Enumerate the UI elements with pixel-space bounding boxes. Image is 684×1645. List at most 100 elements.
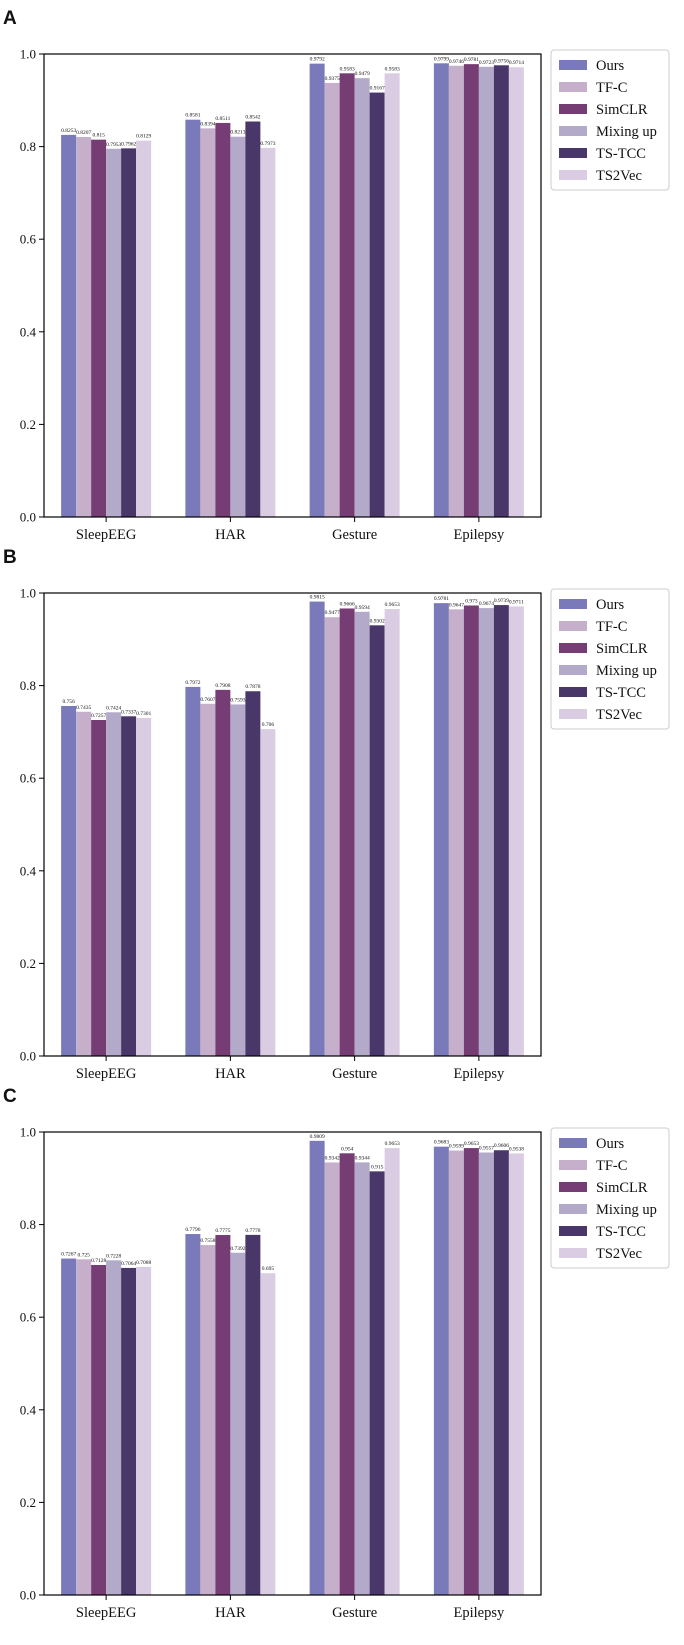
- legend: Ours TF-C SimCLR Mixing up TS-TCC TS2Vec: [550, 1127, 670, 1269]
- data-label: 0.9815: [310, 595, 325, 601]
- data-label: 0.815: [92, 133, 105, 139]
- y-tick-label: 0.8: [20, 139, 36, 154]
- data-label: 0.9479: [355, 71, 370, 77]
- legend-swatch: [559, 1182, 587, 1192]
- data-label: 0.9739: [494, 598, 509, 604]
- legend-entry: SimCLR: [596, 102, 648, 118]
- legend-entry: TS2Vec: [596, 1246, 642, 1262]
- data-label: 0.7775: [215, 1228, 230, 1234]
- bar-simclr-har: [215, 1235, 231, 1595]
- data-label: 0.8207: [76, 130, 91, 136]
- data-label: 0.9653: [385, 1141, 400, 1147]
- bar-tf-c-epilepsy: [448, 65, 464, 518]
- y-tick-label: 0.8: [20, 1217, 36, 1232]
- bar-mixing-up-epilepsy: [478, 1152, 494, 1595]
- legend-entry: Ours: [596, 1136, 625, 1152]
- legend-swatch: [559, 621, 587, 631]
- bar-tf-c-gesture: [324, 1162, 340, 1595]
- bar-ts2vec-gesture: [384, 1148, 400, 1595]
- bar-tf-c-har: [200, 1245, 216, 1595]
- data-label: 0.9756: [494, 58, 509, 64]
- bar-tf-c-har: [200, 703, 216, 1056]
- data-label: 0.8394: [200, 121, 215, 127]
- bar-simclr-har: [215, 689, 231, 1056]
- data-label: 0.9809: [310, 1134, 325, 1140]
- legend-entry: Mixing up: [596, 1202, 657, 1218]
- x-tick-label: Gesture: [332, 527, 377, 543]
- data-label: 0.706: [262, 722, 275, 728]
- data-label: 0.9599: [449, 1144, 464, 1150]
- y-tick-label: 0.8: [20, 678, 36, 693]
- bar-mixing-up-gesture: [354, 78, 370, 517]
- bar-ours-epilepsy: [433, 63, 449, 517]
- bar-ours-epilepsy: [433, 603, 449, 1056]
- plot-frame: [43, 592, 542, 1057]
- panel-label: B: [3, 547, 17, 568]
- data-label: 0.9375: [325, 76, 340, 82]
- data-label: 0.9344: [355, 1155, 370, 1161]
- bar-simclr-sleepeeg: [91, 139, 107, 517]
- bar-ours-gesture: [309, 1140, 325, 1595]
- legend-swatch: [559, 60, 587, 70]
- bar-simclr-har: [215, 122, 231, 517]
- y-tick-label: 0.0: [20, 1049, 36, 1064]
- bar-simclr-gesture: [339, 608, 355, 1056]
- x-tick-label: SleepEEG: [76, 1066, 137, 1082]
- legend-swatch: [559, 126, 587, 136]
- bar-ts2vec-har: [260, 1273, 276, 1595]
- bar-mixing-up-gesture: [354, 611, 370, 1056]
- bar-mixing-up-har: [230, 136, 246, 517]
- data-label: 0.7908: [215, 683, 230, 689]
- data-label: 0.7778: [245, 1228, 260, 1234]
- legend-swatch: [559, 1160, 587, 1170]
- data-label: 0.7064: [121, 1261, 136, 1267]
- bar-simclr-gesture: [339, 73, 355, 517]
- y-tick-label: 1.0: [20, 586, 36, 601]
- bar-simclr-sleepeeg: [91, 720, 107, 1056]
- legend-entry: Ours: [596, 58, 625, 74]
- bar-ts2vec-gesture: [384, 609, 400, 1056]
- data-label: 0.9781: [464, 57, 479, 63]
- data-label: 0.7953: [106, 142, 121, 148]
- bar-simclr-epilepsy: [463, 1148, 479, 1595]
- bar-simclr-epilepsy: [463, 64, 479, 517]
- data-label: 0.8129: [136, 134, 151, 140]
- legend-entry: TF-C: [596, 619, 627, 635]
- data-label: 0.7796: [185, 1227, 200, 1233]
- data-label: 0.7972: [185, 680, 200, 686]
- legend-swatch: [559, 643, 587, 653]
- bar-simclr-epilepsy: [463, 605, 479, 1056]
- bar-ts-tcc-epilepsy: [493, 65, 509, 517]
- x-tick-label: Gesture: [332, 1605, 377, 1621]
- x-tick-label: SleepEEG: [76, 527, 137, 543]
- bar-ours-epilepsy: [433, 1146, 449, 1595]
- y-tick-label: 1.0: [20, 47, 36, 62]
- legend-swatch: [559, 82, 587, 92]
- data-label: 0.7267: [61, 1252, 76, 1258]
- data-label: 0.9666: [340, 601, 355, 607]
- data-label: 0.9653: [464, 1141, 479, 1147]
- bar-ts-tcc-gesture: [369, 1171, 385, 1595]
- data-label: 0.9167: [370, 86, 385, 92]
- data-label: 0.7973: [260, 141, 275, 147]
- data-label: 0.9723: [479, 60, 494, 66]
- x-tick-label: Epilepsy: [454, 1605, 505, 1621]
- y-tick-label: 0.6: [20, 232, 37, 247]
- y-tick-label: 0.6: [20, 771, 37, 786]
- legend-entry: TS-TCC: [596, 685, 646, 701]
- data-label: 0.7257: [91, 713, 106, 719]
- data-label: 0.973: [465, 599, 478, 605]
- y-tick-label: 0.4: [20, 863, 37, 878]
- bar-mixing-up-sleepeeg: [106, 1260, 122, 1595]
- bar-ts-tcc-epilepsy: [493, 1150, 509, 1595]
- y-tick-label: 0.4: [20, 1402, 37, 1417]
- legend-swatch: [559, 170, 587, 180]
- bar-tf-c-sleepeeg: [76, 711, 92, 1056]
- legend-entry: Mixing up: [596, 663, 657, 679]
- panel-label: A: [3, 8, 17, 29]
- panel-label: C: [3, 1086, 17, 1107]
- legend-swatch: [559, 1248, 587, 1258]
- legend-swatch: [559, 687, 587, 697]
- y-tick-label: 0.2: [20, 417, 36, 432]
